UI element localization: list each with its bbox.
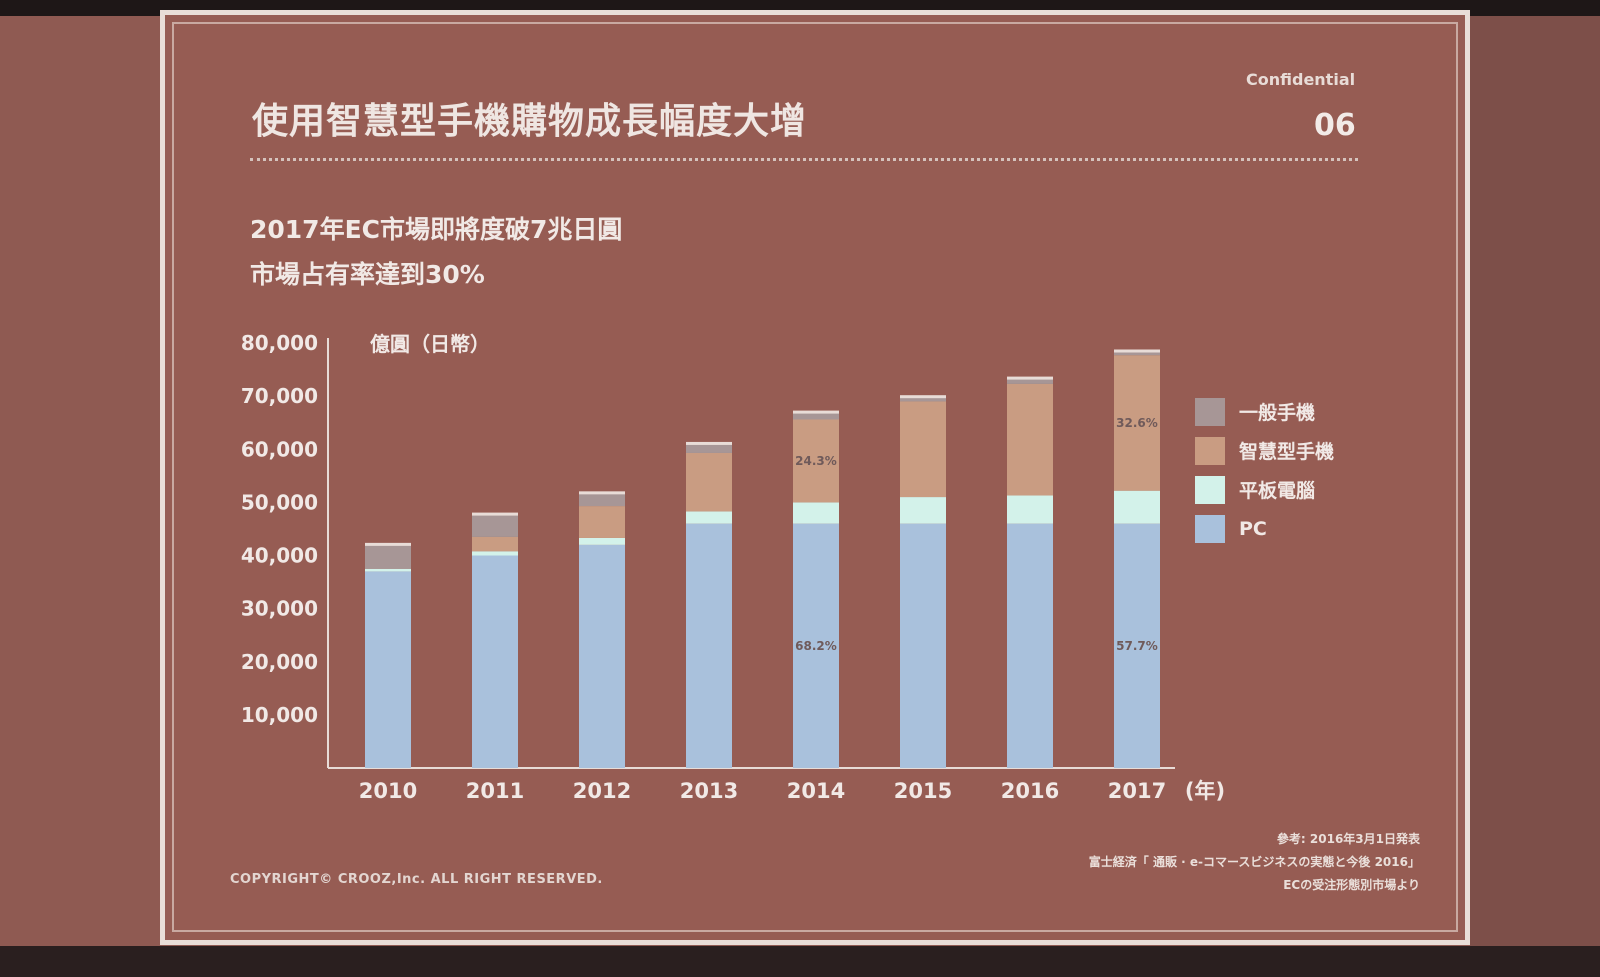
bar-top-cap <box>579 491 625 495</box>
bar-segment <box>900 497 946 524</box>
legend-item-feature-phone: 一般手機 <box>1195 392 1334 431</box>
y-tick-label: 10,000 <box>241 703 318 727</box>
bar-top-cap <box>472 512 518 516</box>
x-tick-label: 2011 <box>466 779 524 803</box>
bar-segment <box>793 502 839 524</box>
bar-segment <box>900 523 946 768</box>
legend-label: 一般手機 <box>1239 402 1316 424</box>
legend-label: 平板電腦 <box>1239 480 1316 502</box>
data-label: 57.7% <box>1116 639 1158 653</box>
x-tick-label: 2015 <box>894 779 952 803</box>
bar-segment <box>365 571 411 768</box>
bar-segment <box>1007 495 1053 524</box>
y-tick-label: 40,000 <box>241 544 318 568</box>
bar-segment <box>686 511 732 524</box>
bar-segment <box>686 523 732 768</box>
bar-segment <box>686 443 732 453</box>
y-tick-label: 30,000 <box>241 597 318 621</box>
legend-swatch <box>1195 397 1225 426</box>
data-label: 32.6% <box>1116 416 1158 430</box>
bar-segment <box>579 493 625 507</box>
bar-segment <box>900 397 946 402</box>
bar-segment <box>472 514 518 537</box>
legend-swatch <box>1195 475 1225 504</box>
bar-segment <box>472 536 518 552</box>
y-tick-label: 80,000 <box>241 331 318 355</box>
x-tick-label: 2013 <box>680 779 738 803</box>
x-tick-label: 2017 <box>1108 779 1166 803</box>
legend-item-tablet: 平板電腦 <box>1195 470 1334 509</box>
x-tick-label: 2010 <box>359 779 417 803</box>
bar-segment <box>1007 378 1053 384</box>
bar-segment <box>1007 383 1053 496</box>
slide-title: 使用智慧型手機購物成長幅度大增 <box>252 101 808 142</box>
slide-inner-border <box>172 22 1458 932</box>
bar-segment <box>1114 523 1160 768</box>
copyright-notice: COPYRIGHT© CROOZ,Inc. ALL RIGHT RESERVED… <box>230 872 603 887</box>
legend-swatch <box>1195 436 1225 465</box>
chart-legend: 一般手機 智慧型手機 平板電腦 PC <box>1195 392 1334 548</box>
x-tick-label: 2012 <box>573 779 631 803</box>
bar-top-cap <box>793 410 839 414</box>
bar-segment <box>365 568 411 572</box>
legend-item-pc: PC <box>1195 509 1334 548</box>
bar-segment <box>472 551 518 556</box>
bar-segment <box>1114 351 1160 356</box>
y-tick-label: 60,000 <box>241 437 318 461</box>
bar-segment <box>793 523 839 768</box>
bar-top-cap <box>686 441 732 445</box>
legend-swatch <box>1195 514 1225 543</box>
bar-segment <box>900 401 946 498</box>
bar-segment <box>579 537 625 545</box>
y-tick-label: 50,000 <box>241 490 318 514</box>
x-tick-label: 2014 <box>787 779 845 803</box>
bar-segment <box>365 544 411 569</box>
bar-segment <box>793 419 839 503</box>
bar-segment <box>579 544 625 768</box>
screen-edge-shadow <box>1470 16 1600 946</box>
source-note-line-1: 參考: 2016年3月1日発表 <box>1276 832 1420 846</box>
bar-segment <box>686 452 732 512</box>
data-label: 68.2% <box>795 639 837 653</box>
bar-segment <box>1114 490 1160 524</box>
data-label: 24.3% <box>795 454 837 468</box>
y-axis-title: 億圓（日幣） <box>370 332 490 356</box>
page-number: 06 <box>1314 108 1356 143</box>
legend-label: PC <box>1239 517 1267 540</box>
bar-segment <box>579 506 625 538</box>
y-tick-label: 20,000 <box>241 650 318 674</box>
legend-item-smartphone: 智慧型手機 <box>1195 431 1334 470</box>
source-note-line-2: 富士経済「 通販 · e-コマースビジネスの実態と今後 2016」 <box>1088 855 1420 869</box>
bar-segment <box>472 555 518 768</box>
y-tick-label: 70,000 <box>241 384 318 408</box>
bar-segment <box>1114 355 1160 491</box>
x-axis-title: (年) <box>1185 779 1225 803</box>
source-note-line-3: ECの受注形態別市場より <box>1283 878 1420 892</box>
subtitle-line-1: 2017年EC市場即將度破7兆日圓 <box>250 215 623 244</box>
bar-top-cap <box>1007 376 1053 380</box>
title-divider <box>250 158 1358 161</box>
confidential-label: Confidential <box>1246 70 1356 89</box>
subtitle-line-2: 市場占有率達到30% <box>250 260 485 289</box>
x-tick-label: 2016 <box>1001 779 1059 803</box>
bar-top-cap <box>900 395 946 399</box>
bar-segment <box>793 412 839 420</box>
bar-top-cap <box>365 542 411 546</box>
bar-segment <box>1007 523 1053 768</box>
legend-label: 智慧型手機 <box>1239 441 1335 463</box>
bar-top-cap <box>1114 349 1160 353</box>
